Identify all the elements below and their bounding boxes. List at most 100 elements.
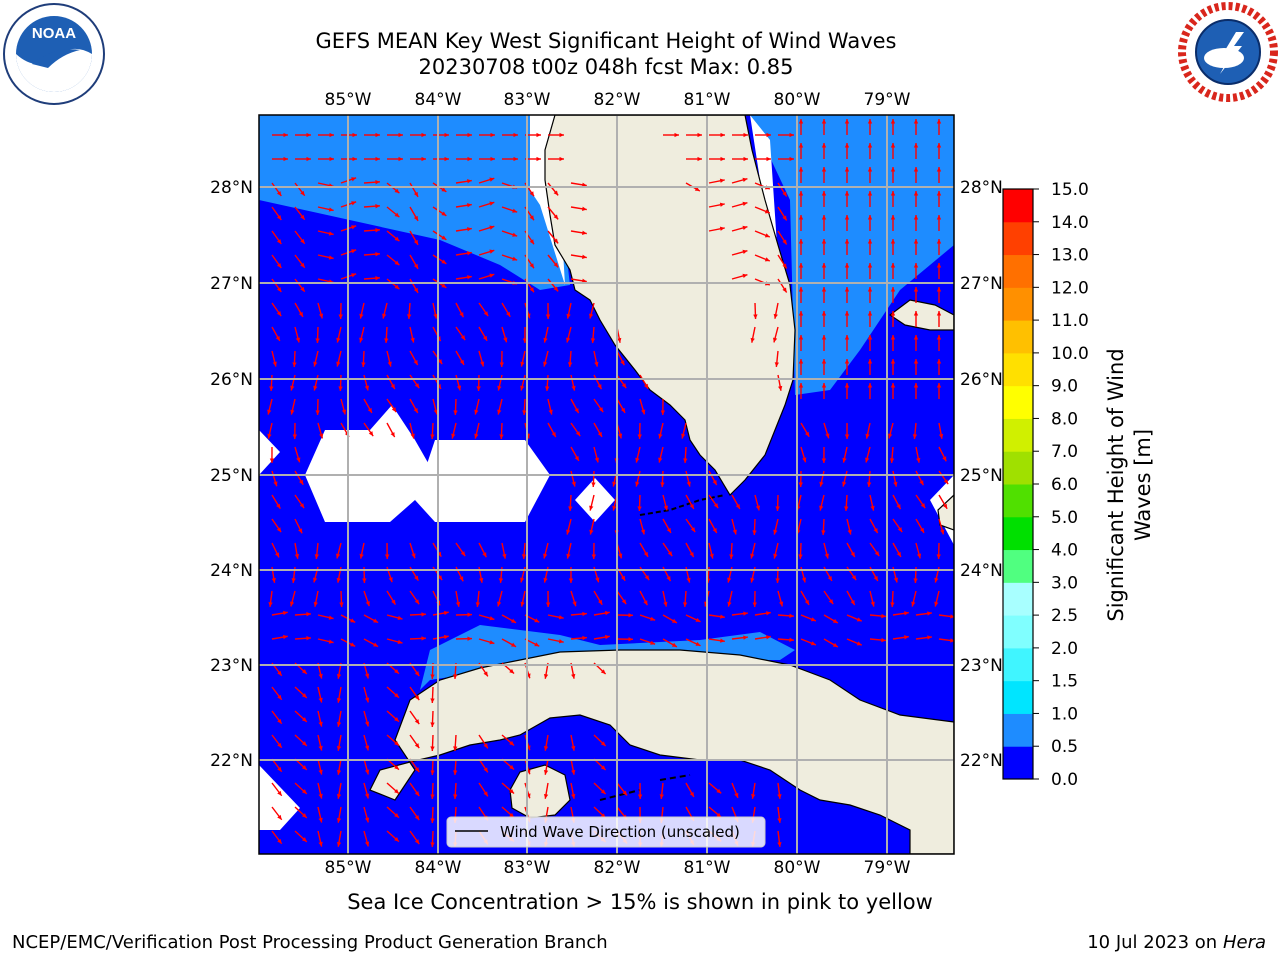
wind-arrow-head — [720, 156, 725, 162]
wind-arrow-head — [582, 611, 587, 617]
wind-arrow-head — [352, 156, 357, 162]
wind-arrow-head — [821, 263, 827, 268]
wind-arrow-head — [778, 385, 783, 391]
wind-arrow-head — [873, 575, 878, 581]
wind-arrow-head — [865, 457, 870, 463]
wind-arrow-head — [413, 408, 418, 413]
wind-arrow-head — [896, 551, 901, 557]
colorbar-label-line1: Significant Height of Wind — [1104, 348, 1128, 621]
wind-arrow-head — [612, 505, 617, 511]
wind-arrow-head — [943, 479, 949, 485]
svg-text:NOAA: NOAA — [32, 25, 76, 42]
wind-arrow-head — [913, 191, 919, 196]
wind-arrow-head — [271, 578, 276, 583]
wind-arrow-head — [798, 311, 804, 316]
wind-arrow-head — [529, 263, 534, 269]
wind-arrow-head — [483, 743, 488, 749]
footer-host: Hera — [1222, 932, 1266, 953]
wind-arrow-head — [364, 721, 370, 727]
wind-arrow-head — [571, 745, 576, 751]
wind-arrow-head — [936, 143, 942, 148]
wind-arrow-head — [453, 410, 458, 415]
wind-arrow-head — [936, 263, 942, 268]
wind-arrow-head — [821, 119, 827, 124]
wind-arrow-head — [338, 314, 343, 319]
wind-arrow-head — [430, 698, 435, 703]
wind-arrow-head — [919, 480, 924, 486]
wind-arrow-head — [821, 215, 827, 220]
wind-arrow-head — [628, 637, 633, 642]
footer-date: 10 Jul 2023 on Hera — [1087, 932, 1266, 953]
wind-arrow-head — [866, 482, 872, 487]
wind-arrow-head — [936, 359, 942, 364]
wind-arrow-head — [553, 238, 559, 244]
wind-arrow-head — [821, 335, 827, 340]
wind-arrow-head — [413, 287, 419, 293]
wind-arrow-head — [821, 191, 827, 196]
wind-arrow-head — [318, 697, 323, 703]
colorbar — [1002, 188, 1034, 780]
wind-arrow-head — [318, 313, 324, 319]
wind-arrow-head — [421, 132, 426, 138]
colorbar-tick-label: 0.0 — [1051, 770, 1078, 790]
wind-arrow-head — [743, 635, 748, 640]
wind-arrow-head — [600, 741, 606, 747]
wind-arrow-head — [913, 311, 919, 316]
wind-arrow-head — [375, 132, 380, 138]
wind-arrow-head — [551, 432, 556, 438]
wind-arrow-head — [397, 639, 403, 644]
wind-arrow-head — [810, 641, 816, 646]
wind-arrow-head — [567, 362, 573, 367]
wind-arrow-head — [351, 249, 357, 254]
nws-logo — [1178, 2, 1278, 102]
lon-ticks-bottom: 85°W 84°W 83°W 82°W 81°W 80°W 79°W — [325, 858, 911, 878]
wind-arrow-head — [272, 361, 277, 367]
wind-arrow-head — [597, 431, 602, 437]
wind-arrow-head — [751, 794, 756, 799]
wind-arrow-head — [867, 239, 873, 244]
wind-arrow-head — [798, 359, 804, 364]
wind-arrow-head — [802, 457, 807, 463]
wind-arrow-head — [874, 551, 880, 557]
wind-arrow-head — [513, 132, 518, 138]
wind-arrow-head — [414, 743, 420, 749]
wind-arrow-head — [782, 215, 787, 221]
wind-arrow-head — [789, 156, 794, 162]
wind-arrow-head — [489, 177, 495, 182]
wind-arrow-head — [764, 209, 770, 214]
wind-arrow-head — [350, 642, 356, 647]
wind-arrow-head — [512, 256, 518, 261]
wind-arrow-head — [870, 505, 875, 511]
wind-arrow-head — [497, 385, 502, 391]
wind-arrow-head — [292, 362, 297, 367]
wind-arrow-head — [936, 215, 942, 220]
wind-arrow-head — [890, 359, 896, 364]
wind-arrow-head — [394, 212, 400, 218]
wind-arrow-head — [437, 551, 442, 557]
wind-arrow-head — [620, 360, 625, 366]
wind-arrow-head — [375, 156, 380, 162]
wind-arrow-head — [890, 191, 896, 196]
wind-arrow-head — [306, 132, 311, 138]
wind-arrow-head — [660, 482, 665, 487]
wind-arrow-head — [339, 602, 344, 607]
wind-arrow-head — [913, 359, 919, 364]
wind-arrow-head — [441, 259, 447, 264]
wind-arrow-head — [275, 335, 280, 341]
wind-arrow-head — [650, 640, 656, 645]
wind-arrow-head — [269, 458, 275, 463]
wind-wave-direction-arrows — [267, 119, 954, 848]
wind-arrow-head — [732, 529, 737, 535]
colorbar-segment — [1003, 615, 1033, 649]
wind-arrow-head — [467, 132, 472, 138]
wind-arrow-head — [328, 615, 334, 620]
wind-arrow-head — [773, 553, 778, 559]
wind-arrow-head — [543, 361, 548, 367]
wind-arrow-head — [842, 481, 847, 487]
wind-arrow-head — [582, 635, 587, 641]
wind-arrow-head — [936, 191, 942, 196]
wind-arrow-head — [479, 577, 484, 583]
wind-arrow-head — [694, 186, 700, 192]
wind-arrow-head — [410, 337, 415, 343]
wind-arrow-head — [453, 746, 458, 751]
